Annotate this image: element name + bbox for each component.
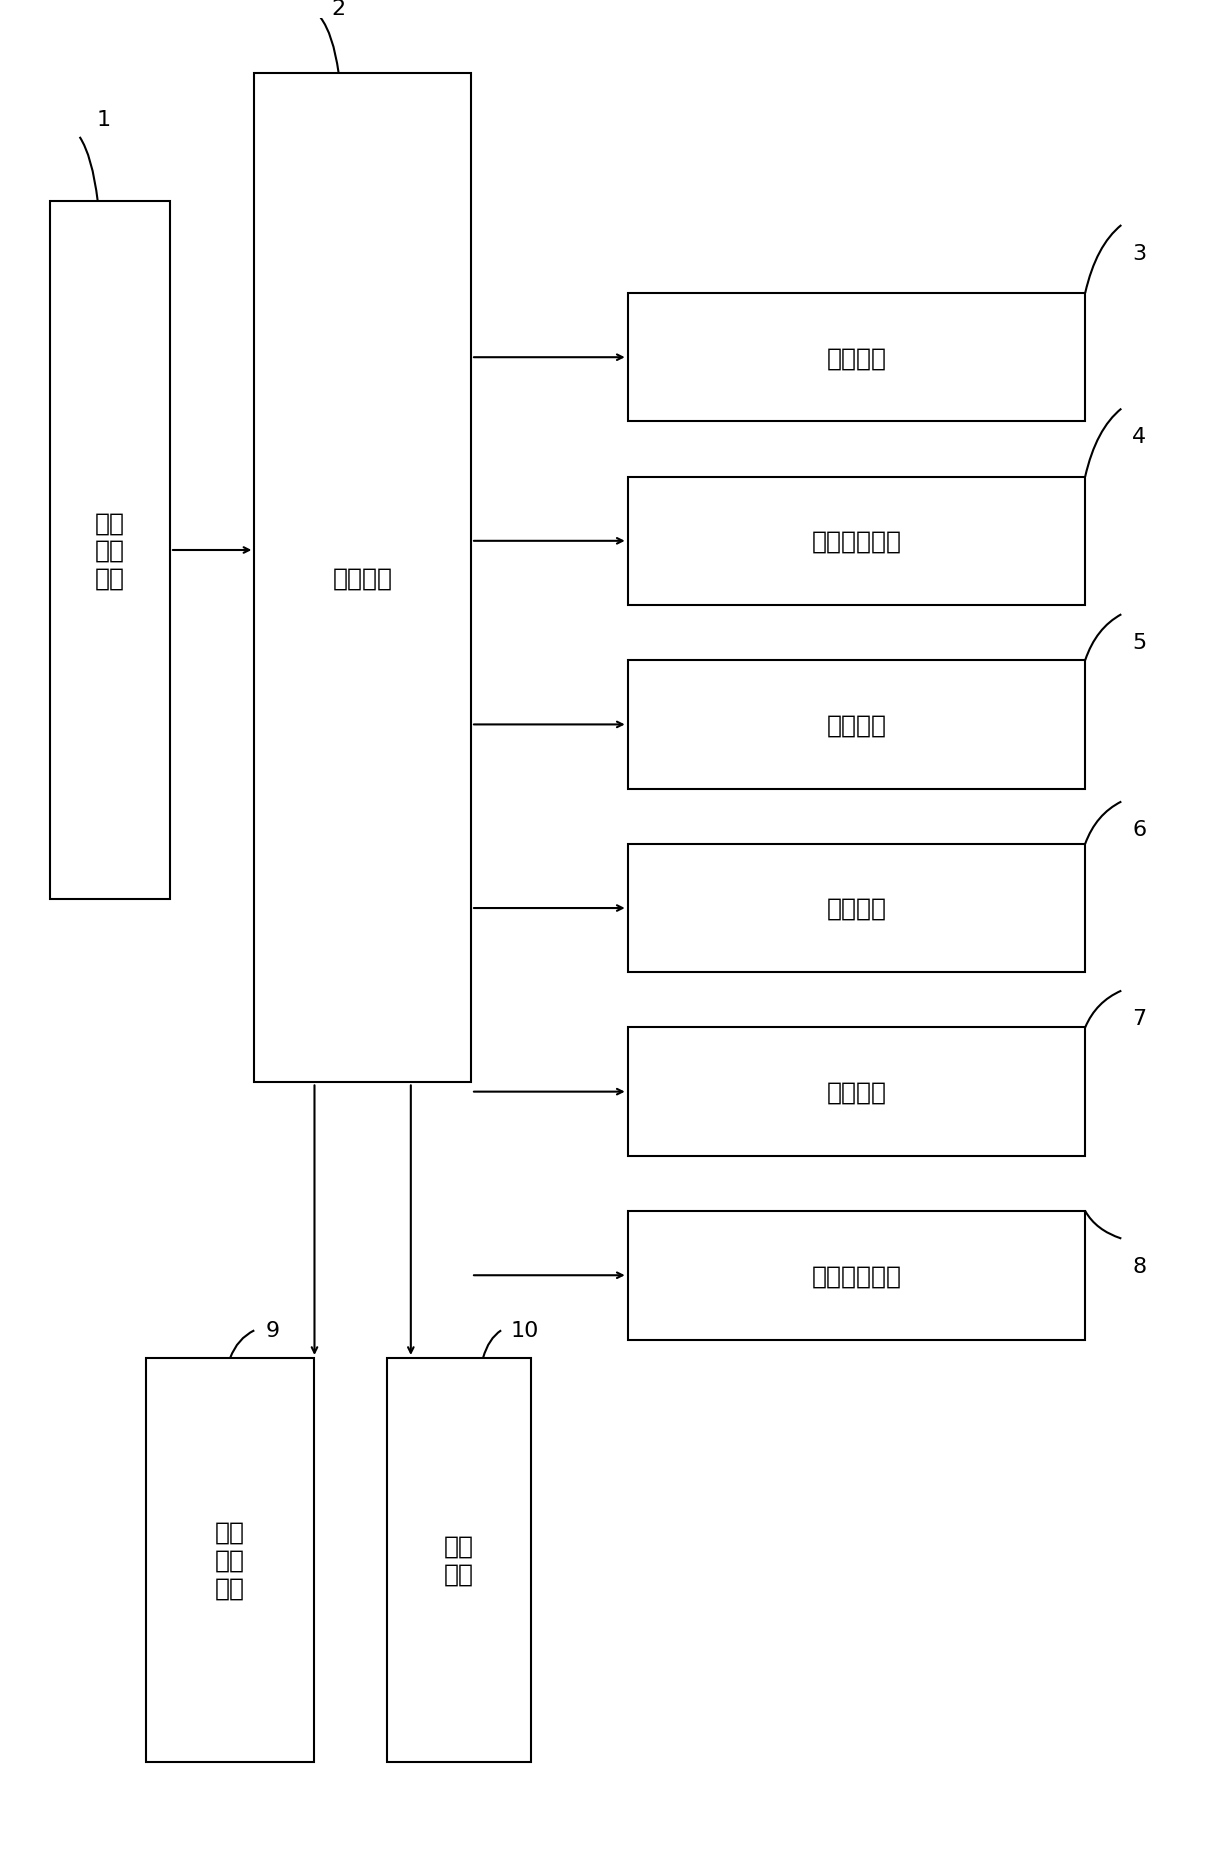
Text: 线圈调节系统: 线圈调节系统 [811, 1263, 902, 1287]
Bar [628, 844, 1085, 972]
Text: 9: 9 [266, 1321, 279, 1341]
Text: 4: 4 [1132, 427, 1147, 447]
Text: 1: 1 [97, 109, 111, 130]
Text: 8: 8 [1132, 1256, 1147, 1276]
Text: 微泡发生系统: 微泡发生系统 [811, 529, 902, 553]
Text: 2: 2 [332, 0, 345, 19]
Bar [628, 477, 1085, 607]
Text: 回收系统: 回收系统 [827, 896, 886, 920]
Text: 显示
系统: 显示 系统 [444, 1534, 474, 1586]
Text: 分选系统: 分选系统 [827, 712, 886, 736]
Text: 主控系统: 主控系统 [333, 566, 392, 590]
Text: 冲洗系统: 冲洗系统 [827, 1080, 886, 1104]
Bar [146, 1358, 315, 1762]
Bar [628, 1028, 1085, 1156]
Text: 7: 7 [1132, 1009, 1147, 1030]
Text: 10: 10 [511, 1321, 540, 1341]
Text: 充气系统: 充气系统 [827, 347, 886, 369]
Text: 6: 6 [1132, 820, 1147, 840]
Bar [255, 74, 471, 1083]
Bar [49, 202, 170, 900]
Bar [628, 1211, 1085, 1339]
Text: 5: 5 [1132, 633, 1147, 653]
Bar [386, 1358, 531, 1762]
Text: 视频
监控
系统: 视频 监控 系统 [95, 510, 124, 590]
Text: 视频
增强
系统: 视频 增强 系统 [215, 1521, 245, 1599]
Bar [628, 293, 1085, 423]
Bar [628, 660, 1085, 788]
Text: 3: 3 [1132, 243, 1147, 263]
